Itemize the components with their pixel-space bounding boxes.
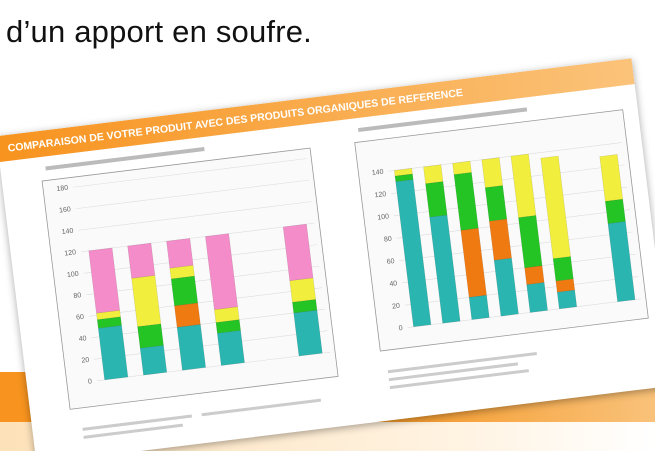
grid-line (86, 265, 320, 296)
y-tick-label: 160 (59, 206, 72, 214)
y-tick-label: 120 (64, 249, 77, 257)
blurred-caption (45, 146, 205, 171)
blurred-legend (83, 423, 184, 439)
y-tick-label: 0 (88, 378, 93, 385)
bar-segment (524, 265, 545, 285)
document-card: COMPARAISON DE VOTRE PRODUIT AVEC DES PR… (0, 58, 655, 451)
grid-line (88, 287, 323, 317)
blurred-legend (201, 398, 322, 417)
grid-line (80, 222, 315, 253)
y-tick-label: 180 (56, 185, 69, 193)
grid-line (78, 201, 312, 231)
grid-line (73, 158, 307, 188)
bar-segment (484, 185, 508, 222)
y-tick-label: 60 (386, 258, 395, 266)
bar-segment (510, 153, 537, 218)
y-tick-label: 100 (67, 271, 80, 279)
heading: d’un apport en soufre. (6, 14, 312, 49)
bar-segment (216, 330, 245, 366)
bar-segment (556, 289, 578, 310)
bar-segment (552, 256, 574, 282)
y-tick-label: 140 (61, 228, 74, 236)
bar-segment (599, 154, 624, 202)
bar-segment (176, 324, 206, 371)
blurred-legend (387, 351, 537, 374)
bar-segment (282, 223, 314, 281)
blurred-legend (388, 362, 519, 382)
grid-line (75, 179, 309, 210)
y-tick-label: 120 (374, 191, 387, 199)
bar-segment (604, 198, 626, 224)
grid-line (96, 351, 331, 382)
y-tick-label: 40 (389, 280, 398, 288)
bar-segment (425, 181, 448, 218)
blurred-legend (389, 369, 529, 390)
blurred-caption (357, 107, 528, 133)
y-tick-label: 40 (78, 335, 87, 343)
grid-line (91, 308, 325, 339)
bar-segment (137, 323, 164, 349)
blurred-legend (82, 414, 193, 431)
y-tick-label: 20 (81, 357, 90, 365)
y-tick-label: 100 (377, 213, 390, 221)
bar-segment (127, 242, 156, 279)
bar-segment (452, 160, 472, 175)
y-tick-label: 20 (392, 303, 401, 311)
grid-line (94, 330, 328, 360)
card-graphics: COMPARAISON DE VOTRE PRODUIT AVEC DES PR… (0, 58, 649, 439)
bar-segment (423, 164, 444, 184)
grid-line (83, 244, 317, 274)
bar-segment (289, 277, 316, 303)
y-tick-label: 80 (73, 292, 82, 300)
y-tick-label: 140 (372, 169, 385, 177)
bar-segment (88, 247, 121, 314)
y-tick-label: 0 (398, 325, 403, 332)
bar-segment (394, 168, 413, 177)
bar-segment (139, 345, 168, 376)
bar-segment (166, 238, 194, 269)
bar-segment (293, 309, 323, 357)
bar-segment (174, 302, 201, 328)
bar-segment (526, 282, 548, 313)
bar-segment (205, 233, 238, 310)
bar-segment (540, 155, 571, 259)
y-tick-label: 80 (384, 236, 393, 244)
card-header (0, 58, 635, 163)
y-tick-label: 60 (76, 314, 85, 322)
bar-segment (214, 306, 240, 323)
bar-segment (481, 157, 503, 188)
bar-segment (468, 294, 490, 320)
bar-segment (170, 275, 199, 307)
